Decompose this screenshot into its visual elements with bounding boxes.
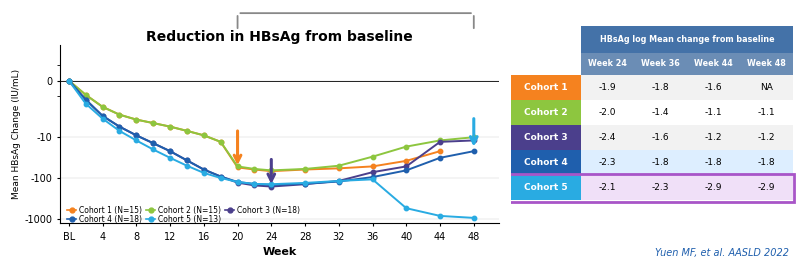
Text: -2.9: -2.9 xyxy=(704,183,722,192)
Text: -2.3: -2.3 xyxy=(599,158,617,167)
Text: -1.8: -1.8 xyxy=(652,83,669,92)
Text: Cohort 1: Cohort 1 xyxy=(524,83,568,92)
Text: -2.9: -2.9 xyxy=(758,183,775,192)
Text: -1.2: -1.2 xyxy=(704,133,722,142)
FancyBboxPatch shape xyxy=(581,175,793,200)
Text: Cohort 4: Cohort 4 xyxy=(524,158,568,167)
FancyBboxPatch shape xyxy=(581,75,793,100)
Text: -1.8: -1.8 xyxy=(652,158,669,167)
Text: -1.2: -1.2 xyxy=(758,133,775,142)
Text: -2.3: -2.3 xyxy=(652,183,669,192)
Text: Week 44: Week 44 xyxy=(694,60,733,69)
FancyBboxPatch shape xyxy=(581,125,793,150)
Text: -1.8: -1.8 xyxy=(758,158,775,167)
Text: -1.4: -1.4 xyxy=(652,108,669,117)
FancyBboxPatch shape xyxy=(581,26,793,53)
Text: Cohort 2: Cohort 2 xyxy=(524,108,568,117)
Text: -1.9: -1.9 xyxy=(599,83,617,92)
Text: NA: NA xyxy=(760,83,773,92)
Text: Week 48: Week 48 xyxy=(747,60,786,69)
FancyBboxPatch shape xyxy=(511,100,581,125)
FancyBboxPatch shape xyxy=(581,150,793,175)
Text: Cohort 5: Cohort 5 xyxy=(524,183,568,192)
Text: Week 24: Week 24 xyxy=(588,60,627,69)
Text: -1.1: -1.1 xyxy=(758,108,775,117)
X-axis label: Week: Week xyxy=(262,247,297,257)
FancyBboxPatch shape xyxy=(511,125,581,150)
Y-axis label: Mean HBsAg Change (IU/mL): Mean HBsAg Change (IU/mL) xyxy=(12,69,21,200)
Text: -1.6: -1.6 xyxy=(652,133,669,142)
FancyBboxPatch shape xyxy=(511,175,581,200)
Text: HBsAg log Mean change from baseline: HBsAg log Mean change from baseline xyxy=(600,35,774,44)
FancyBboxPatch shape xyxy=(511,75,581,100)
Legend: Cohort 4 (N=18), Cohort 5 (N=13): Cohort 4 (N=18), Cohort 5 (N=13) xyxy=(64,212,224,227)
Text: -1.6: -1.6 xyxy=(704,83,722,92)
Text: -2.4: -2.4 xyxy=(599,133,617,142)
FancyBboxPatch shape xyxy=(581,100,793,125)
Text: Cohort 3: Cohort 3 xyxy=(524,133,568,142)
Text: -1.1: -1.1 xyxy=(704,108,722,117)
FancyBboxPatch shape xyxy=(581,53,793,75)
Text: -2.0: -2.0 xyxy=(599,108,617,117)
Text: End of treatment: End of treatment xyxy=(312,0,400,2)
Title: Reduction in HBsAg from baseline: Reduction in HBsAg from baseline xyxy=(147,30,413,44)
Text: Week 36: Week 36 xyxy=(641,60,680,69)
Text: -1.8: -1.8 xyxy=(704,158,722,167)
Text: Yuen MF, et al. AASLD 2022: Yuen MF, et al. AASLD 2022 xyxy=(655,248,789,258)
Text: -2.1: -2.1 xyxy=(599,183,617,192)
FancyBboxPatch shape xyxy=(511,150,581,175)
